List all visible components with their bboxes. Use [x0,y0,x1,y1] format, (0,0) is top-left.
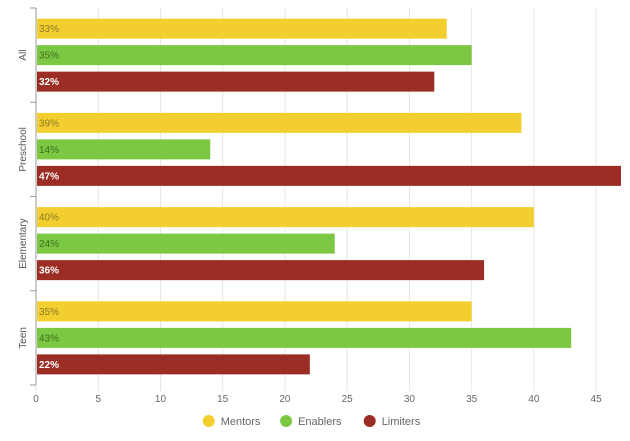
x-tick-label: 15 [217,394,229,405]
bar-data-label: 33% [39,24,59,35]
legend: Mentors Enablers Limiters [202,415,421,428]
bar-mentors [37,112,522,133]
legend-marker [280,415,293,427]
bar-mentors [37,207,534,228]
bar-enablers [37,45,472,66]
bar-limiters [37,354,310,375]
legend-item-mentors: Mentors [202,415,261,428]
axes: 0 5 10 15 20 25 30 35 40 45 All Preschool Elementary… [18,7,603,405]
legend-label: Enablers [298,416,342,428]
bar-enablers [37,139,211,160]
x-tick-label: 25 [342,394,354,405]
x-tick-label: 10 [155,394,167,405]
category-label: All [18,50,29,61]
category-label: Teen [18,327,29,349]
x-tick-label: 5 [95,394,101,405]
bar-data-label: 36% [39,266,59,277]
bar-mentors [37,301,472,322]
category-label: Preschool [18,127,29,171]
x-tick-label: 40 [528,394,540,405]
bar-limiters [37,71,435,92]
bar-data-label: 24% [39,239,59,250]
bar-data-label: 43% [39,333,59,344]
bar-limiters [37,260,485,281]
legend-item-enablers: Enablers [280,415,342,428]
bar-data-label: 32% [39,77,59,88]
legend-item-limiters: Limiters [363,415,421,428]
bar-data-label: 14% [39,145,59,156]
bar-mentors [37,18,447,39]
legend-label: Mentors [221,416,261,428]
bar-data-label: 35% [39,51,59,62]
legend-marker [363,415,376,427]
x-tick-label: 45 [591,394,603,405]
x-tick-label: 20 [279,394,291,405]
bar-limiters [37,165,621,186]
bar-data-label: 35% [39,307,59,318]
bar-data-label: 47% [39,171,59,182]
bar-enablers [37,327,572,348]
bar-enablers [37,233,335,254]
x-tick-label: 35 [466,394,478,405]
bar-data-label: 39% [39,118,59,129]
bars: 33% 35% 32% 39% 14% 47% 40% 24% 36% 35% 43% 22% [37,18,621,375]
legend-label: Limiters [382,416,421,428]
legend-marker [202,415,215,427]
bar-data-label: 22% [39,360,59,371]
x-tick-label: 30 [404,394,416,405]
category-label: Elementary [18,218,29,269]
bar-data-label: 40% [39,213,59,224]
x-tick-label: 0 [33,394,39,405]
